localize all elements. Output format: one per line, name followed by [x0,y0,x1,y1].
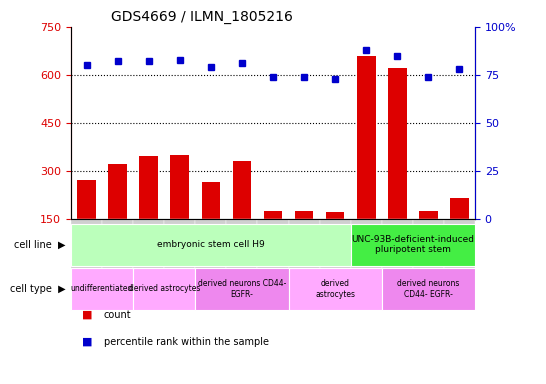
Bar [450,198,469,267]
Bar [170,155,189,267]
Bar [133,219,164,283]
Bar [258,219,288,283]
Bar [382,268,475,310]
Text: derived astrocytes: derived astrocytes [128,285,200,293]
Text: derived neurons
CD44- EGFR-: derived neurons CD44- EGFR- [397,279,460,299]
Bar [195,219,227,283]
Bar [288,219,319,283]
Bar [319,219,351,283]
Text: cell line  ▶: cell line ▶ [14,240,66,250]
Bar [264,211,282,267]
Text: count: count [104,310,132,320]
Bar [295,211,313,267]
Text: derived neurons CD44-
EGFR-: derived neurons CD44- EGFR- [198,279,286,299]
Bar [351,219,382,283]
Text: undifferentiated: undifferentiated [71,285,133,293]
Bar [413,219,444,283]
Text: cell type  ▶: cell type ▶ [10,284,66,294]
Bar [108,164,127,267]
Bar [419,211,438,267]
Bar [227,219,258,283]
Bar [351,223,475,266]
Bar [71,268,133,310]
Bar [357,56,376,267]
Text: ■: ■ [82,310,92,320]
Bar [388,68,407,267]
Text: UNC-93B-deficient-induced
pluripotent stem: UNC-93B-deficient-induced pluripotent st… [352,235,474,255]
Bar [195,268,288,310]
Bar [164,219,195,283]
Text: percentile rank within the sample: percentile rank within the sample [104,337,269,347]
Bar [71,219,102,283]
Bar [233,161,251,267]
Bar [139,157,158,267]
Bar [288,268,382,310]
Bar [77,180,96,267]
Bar [382,219,413,283]
Bar [102,219,133,283]
Text: embryonic stem cell H9: embryonic stem cell H9 [157,240,265,249]
Bar [201,182,220,267]
Bar [133,268,195,310]
Text: GDS4669 / ILMN_1805216: GDS4669 / ILMN_1805216 [111,10,293,25]
Text: ■: ■ [82,337,92,347]
Bar [71,223,351,266]
Text: derived
astrocytes: derived astrocytes [315,279,355,299]
Bar [326,212,345,267]
Bar [444,219,475,283]
